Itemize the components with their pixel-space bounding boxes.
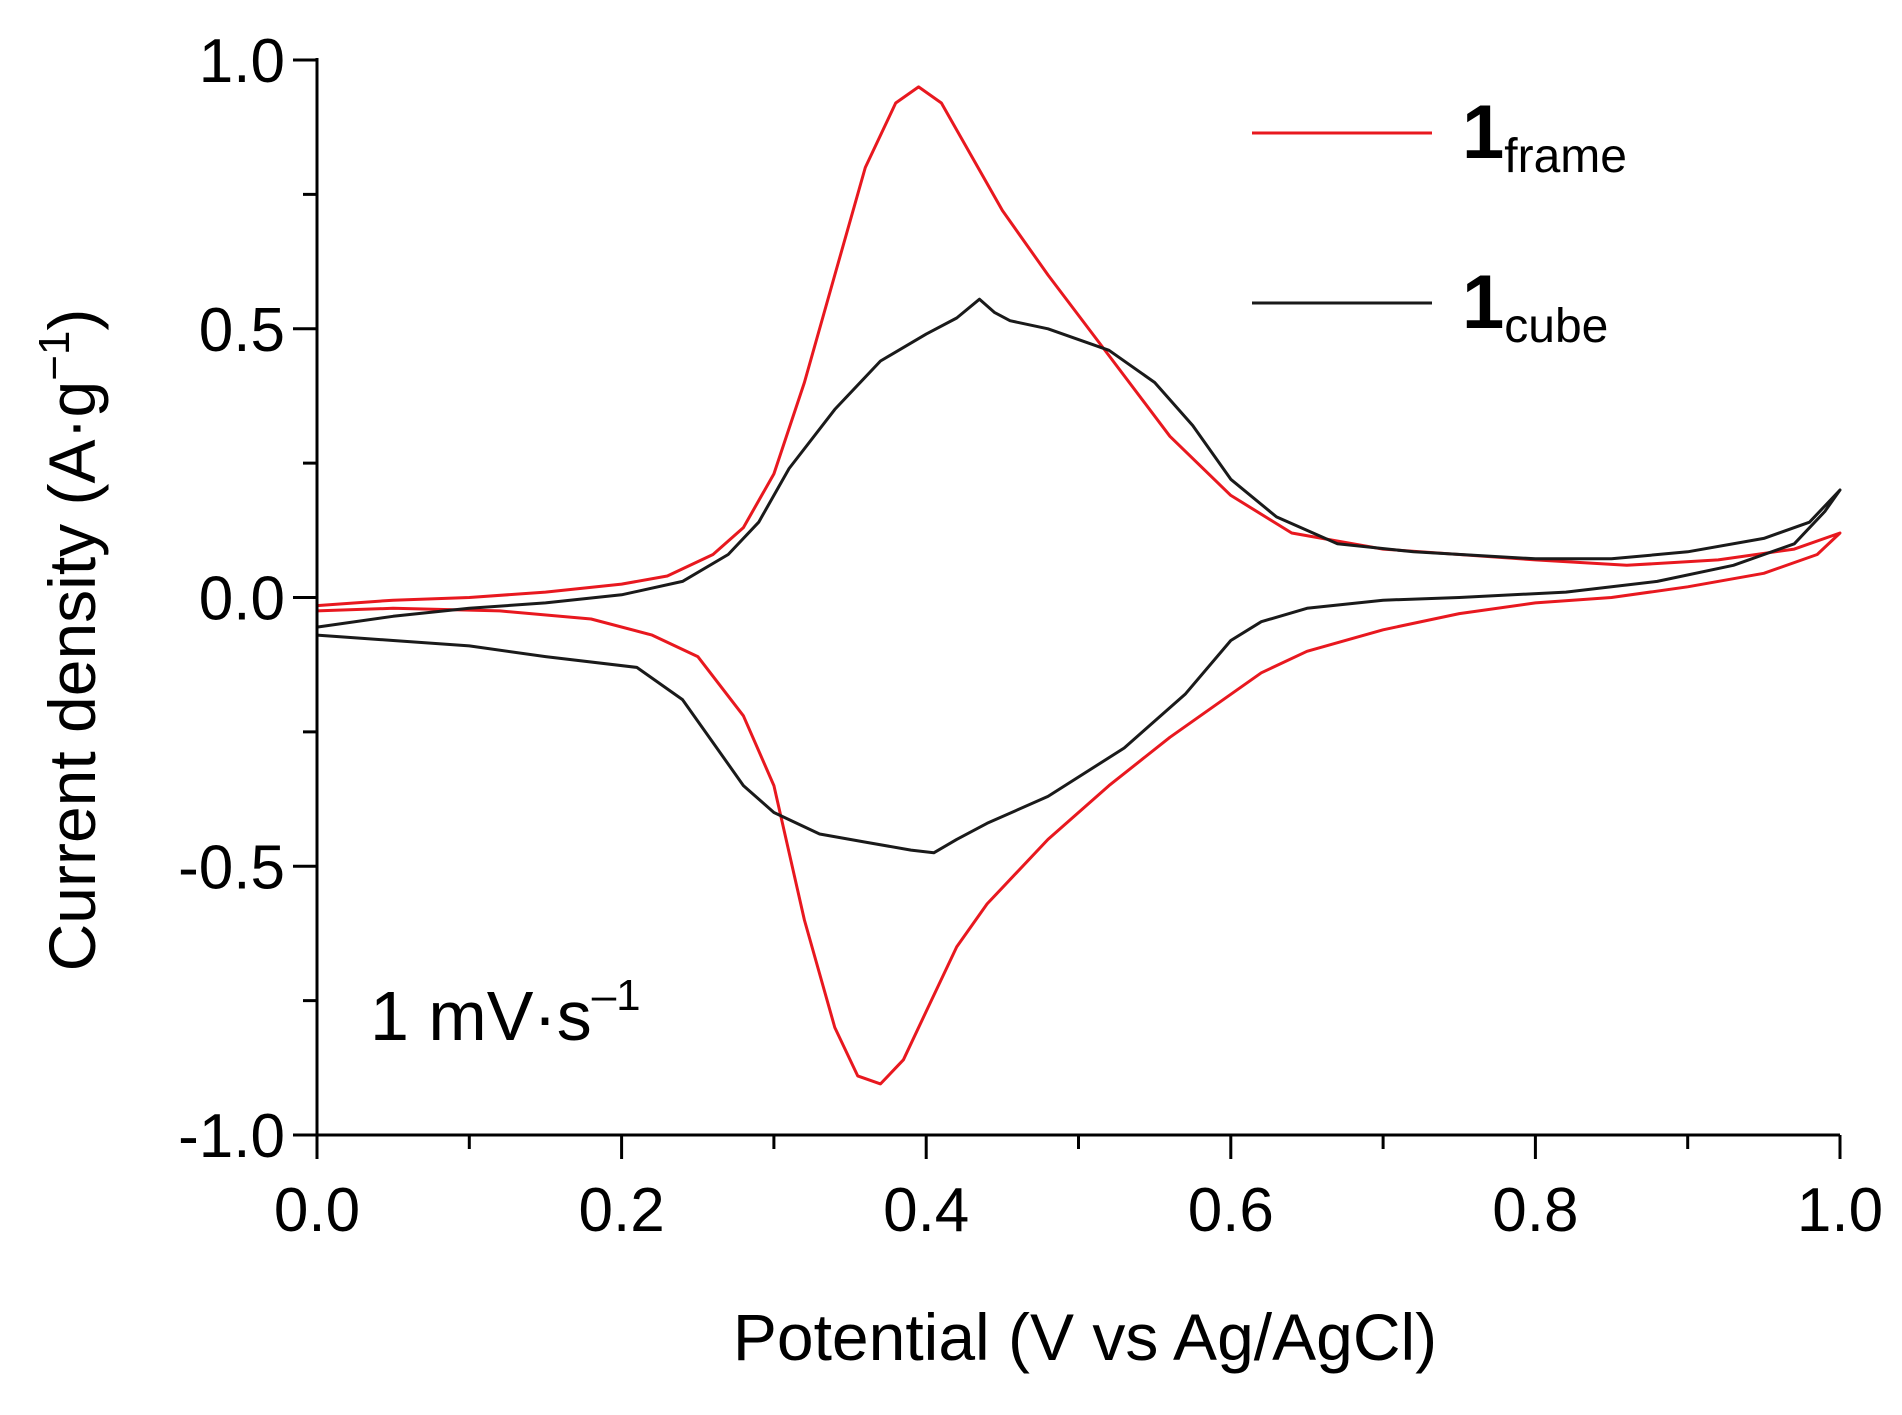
ticks: 0.0 0.2 0.4 0.6 0.8 1.0 -1.0 -0.5 0.0 0.5 1.0 <box>178 27 1883 1245</box>
legend-label-cube: 1cube <box>1462 260 1608 353</box>
y-axis-title: Current density (A·g−1) <box>30 309 109 972</box>
series-line-cube <box>316 297 1842 855</box>
legend: 1frame 1cube <box>1252 90 1627 353</box>
x-axis-title: Potential (V vs Ag/AgCl) <box>733 1300 1437 1374</box>
legend-label-frame: 1frame <box>1462 90 1627 183</box>
scan-rate-annotation: 1 mV·s–1 <box>370 971 641 1055</box>
legend-label-cube-main: 1 <box>1462 260 1504 345</box>
x-tick-label: 0.2 <box>578 1176 664 1245</box>
series-line-frame <box>316 85 1842 1086</box>
plot-lines <box>316 85 1842 1086</box>
y-tick-label: -1.0 <box>178 1102 285 1171</box>
y-axis-title-main: Current density (A·g <box>35 381 109 972</box>
x-tick-label: 0.0 <box>274 1176 360 1245</box>
y-tick-label: 0.0 <box>199 565 285 634</box>
y-axis-title-close: ) <box>35 309 109 331</box>
x-tick-label: 0.6 <box>1188 1176 1274 1245</box>
x-tick-label: 1.0 <box>1797 1176 1883 1245</box>
x-tick-label: 0.8 <box>1492 1176 1578 1245</box>
y-tick-label: 1.0 <box>199 27 285 96</box>
legend-label-frame-sub: frame <box>1504 130 1627 183</box>
y-tick-label: 0.5 <box>199 296 285 365</box>
y-axis-title-sup: −1 <box>30 331 79 381</box>
scan-rate-sup: –1 <box>592 971 641 1020</box>
scan-rate-main: 1 mV·s <box>370 977 592 1055</box>
legend-label-cube-sub: cube <box>1504 300 1608 353</box>
y-tick-label: -0.5 <box>178 833 285 902</box>
legend-label-frame-main: 1 <box>1462 90 1504 175</box>
x-tick-label: 0.4 <box>883 1176 969 1245</box>
